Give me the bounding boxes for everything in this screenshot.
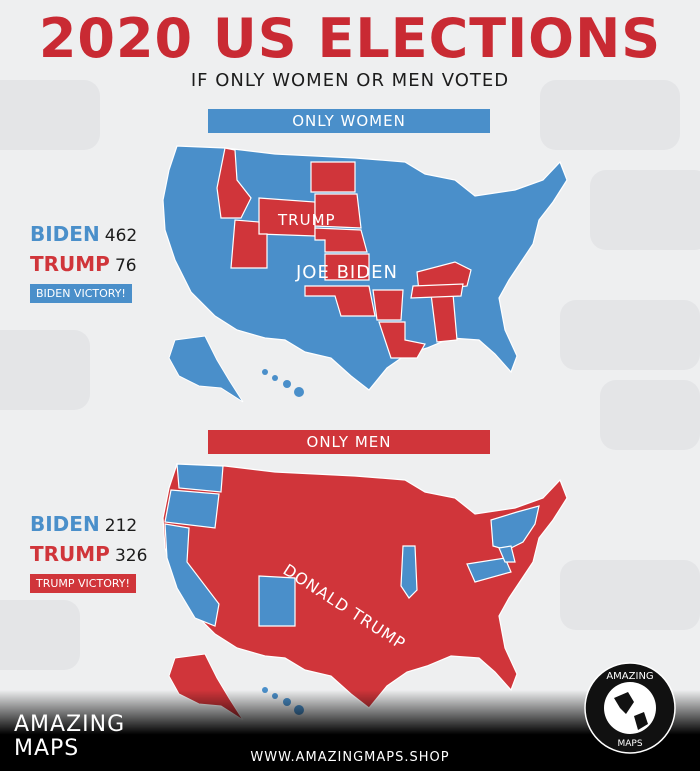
footer-bar	[0, 690, 700, 771]
men-result-badge: TRUMP VICTORY!	[30, 574, 136, 593]
women-trump-votes: 76	[114, 256, 137, 276]
page-subtitle: IF ONLY WOMEN OR MEN VOTED	[190, 70, 510, 91]
brand-wordmark: AMAZING MAPS	[14, 713, 125, 761]
brand-line-2: MAPS	[14, 736, 80, 761]
women-tally: BIDEN 462 TRUMP 76 BIDEN VICTORY!	[30, 222, 137, 303]
women-utah	[230, 219, 268, 269]
logo-bottom-text: MAPS	[617, 739, 642, 749]
women-alaska	[168, 335, 244, 403]
women-hawaii	[262, 369, 304, 397]
men-northeast	[490, 505, 540, 551]
women-tennessee-strip	[410, 283, 464, 299]
men-washington	[176, 463, 224, 493]
men-delaware-maryland	[498, 545, 516, 563]
women-arkansas	[372, 289, 404, 321]
women-louisiana	[378, 321, 426, 359]
women-nebraska	[314, 227, 368, 253]
men-us-base	[162, 463, 568, 709]
women-trump-label: TRUMP	[30, 252, 110, 276]
women-biden-label: BIDEN	[30, 222, 100, 246]
women-result-badge: BIDEN VICTORY!	[30, 284, 132, 303]
women-map-label-trump: TRUMP	[278, 211, 336, 229]
men-california	[164, 523, 220, 627]
men-trump-label: TRUMP	[30, 542, 110, 566]
men-biden-votes: 212	[104, 516, 138, 536]
women-kansas	[324, 253, 370, 281]
men-virginia	[466, 557, 512, 583]
page-title: 2020 US ELECTIONS	[38, 7, 662, 70]
men-tally: BIDEN 212 TRUMP 326 TRUMP VICTORY!	[30, 512, 147, 593]
women-oklahoma	[304, 285, 376, 317]
logo-top-text: AMAZING	[606, 671, 653, 682]
women-idaho	[216, 147, 252, 219]
women-map-label-biden: JOE BIDEN	[296, 262, 398, 283]
women-south-dakota	[314, 193, 362, 229]
only-women-banner: ONLY WOMEN	[208, 109, 490, 133]
women-north-dakota	[310, 161, 356, 193]
men-new-mexico	[258, 575, 296, 627]
men-trump-votes: 326	[114, 546, 148, 566]
brand-line-1: AMAZING	[14, 712, 126, 737]
men-illinois	[400, 545, 418, 599]
women-map	[162, 145, 568, 403]
website-url[interactable]: WWW.AMAZINGMAPS.SHOP	[250, 750, 450, 765]
only-men-banner: ONLY MEN	[208, 430, 490, 454]
globe-logo-icon: AMAZING MAPS	[584, 662, 676, 754]
women-biden-votes: 462	[104, 226, 138, 246]
men-map	[162, 463, 568, 721]
men-oregon	[164, 489, 220, 529]
men-biden-label: BIDEN	[30, 512, 100, 536]
